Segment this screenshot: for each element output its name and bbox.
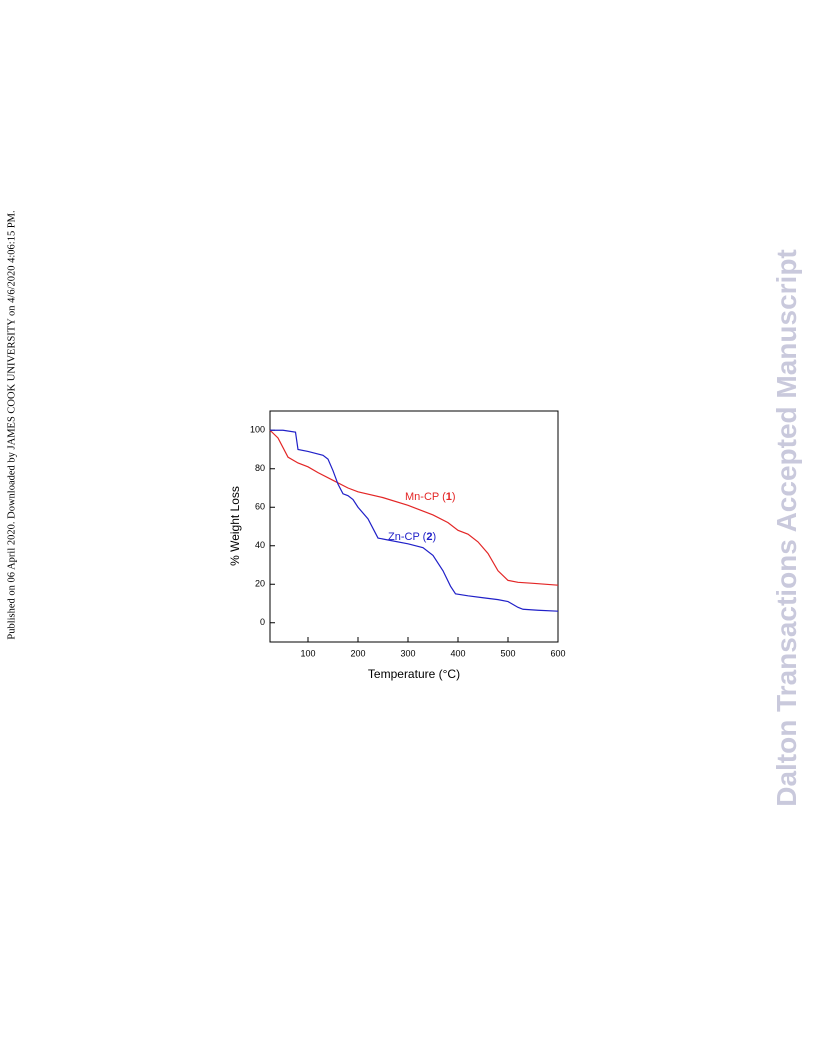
series-label-part: 1 bbox=[446, 491, 452, 503]
series-label-part: Zn-CP ( bbox=[388, 531, 427, 543]
x-tick-label: 100 bbox=[300, 648, 315, 658]
series-label-part: ) bbox=[432, 531, 436, 543]
x-tick-label: 300 bbox=[400, 648, 415, 658]
x-axis-label: Temperature (°C) bbox=[368, 667, 460, 681]
series-label: Zn-CP (2) bbox=[388, 531, 436, 543]
x-tick-label: 400 bbox=[450, 648, 465, 658]
y-tick-label: 80 bbox=[255, 463, 265, 473]
series-label-part: 2 bbox=[426, 531, 432, 543]
series-label: Mn-CP (1) bbox=[405, 491, 456, 503]
series-label-part: Mn-CP ( bbox=[405, 491, 446, 503]
data-line bbox=[269, 429, 559, 586]
series-label-part: ) bbox=[452, 491, 456, 503]
x-tick-label: 600 bbox=[550, 648, 565, 658]
y-axis-label: % Weight Loss bbox=[228, 486, 242, 566]
data-line bbox=[270, 429, 559, 612]
y-tick-label: 40 bbox=[255, 540, 265, 550]
y-tick-label: 20 bbox=[255, 579, 265, 589]
x-tick-label: 500 bbox=[500, 648, 515, 658]
x-tick-label: 200 bbox=[350, 648, 365, 658]
y-tick-label: 60 bbox=[255, 502, 265, 512]
y-tick-label: 0 bbox=[260, 617, 265, 627]
y-tick-label: 100 bbox=[250, 425, 265, 435]
plot-frame bbox=[269, 410, 559, 643]
